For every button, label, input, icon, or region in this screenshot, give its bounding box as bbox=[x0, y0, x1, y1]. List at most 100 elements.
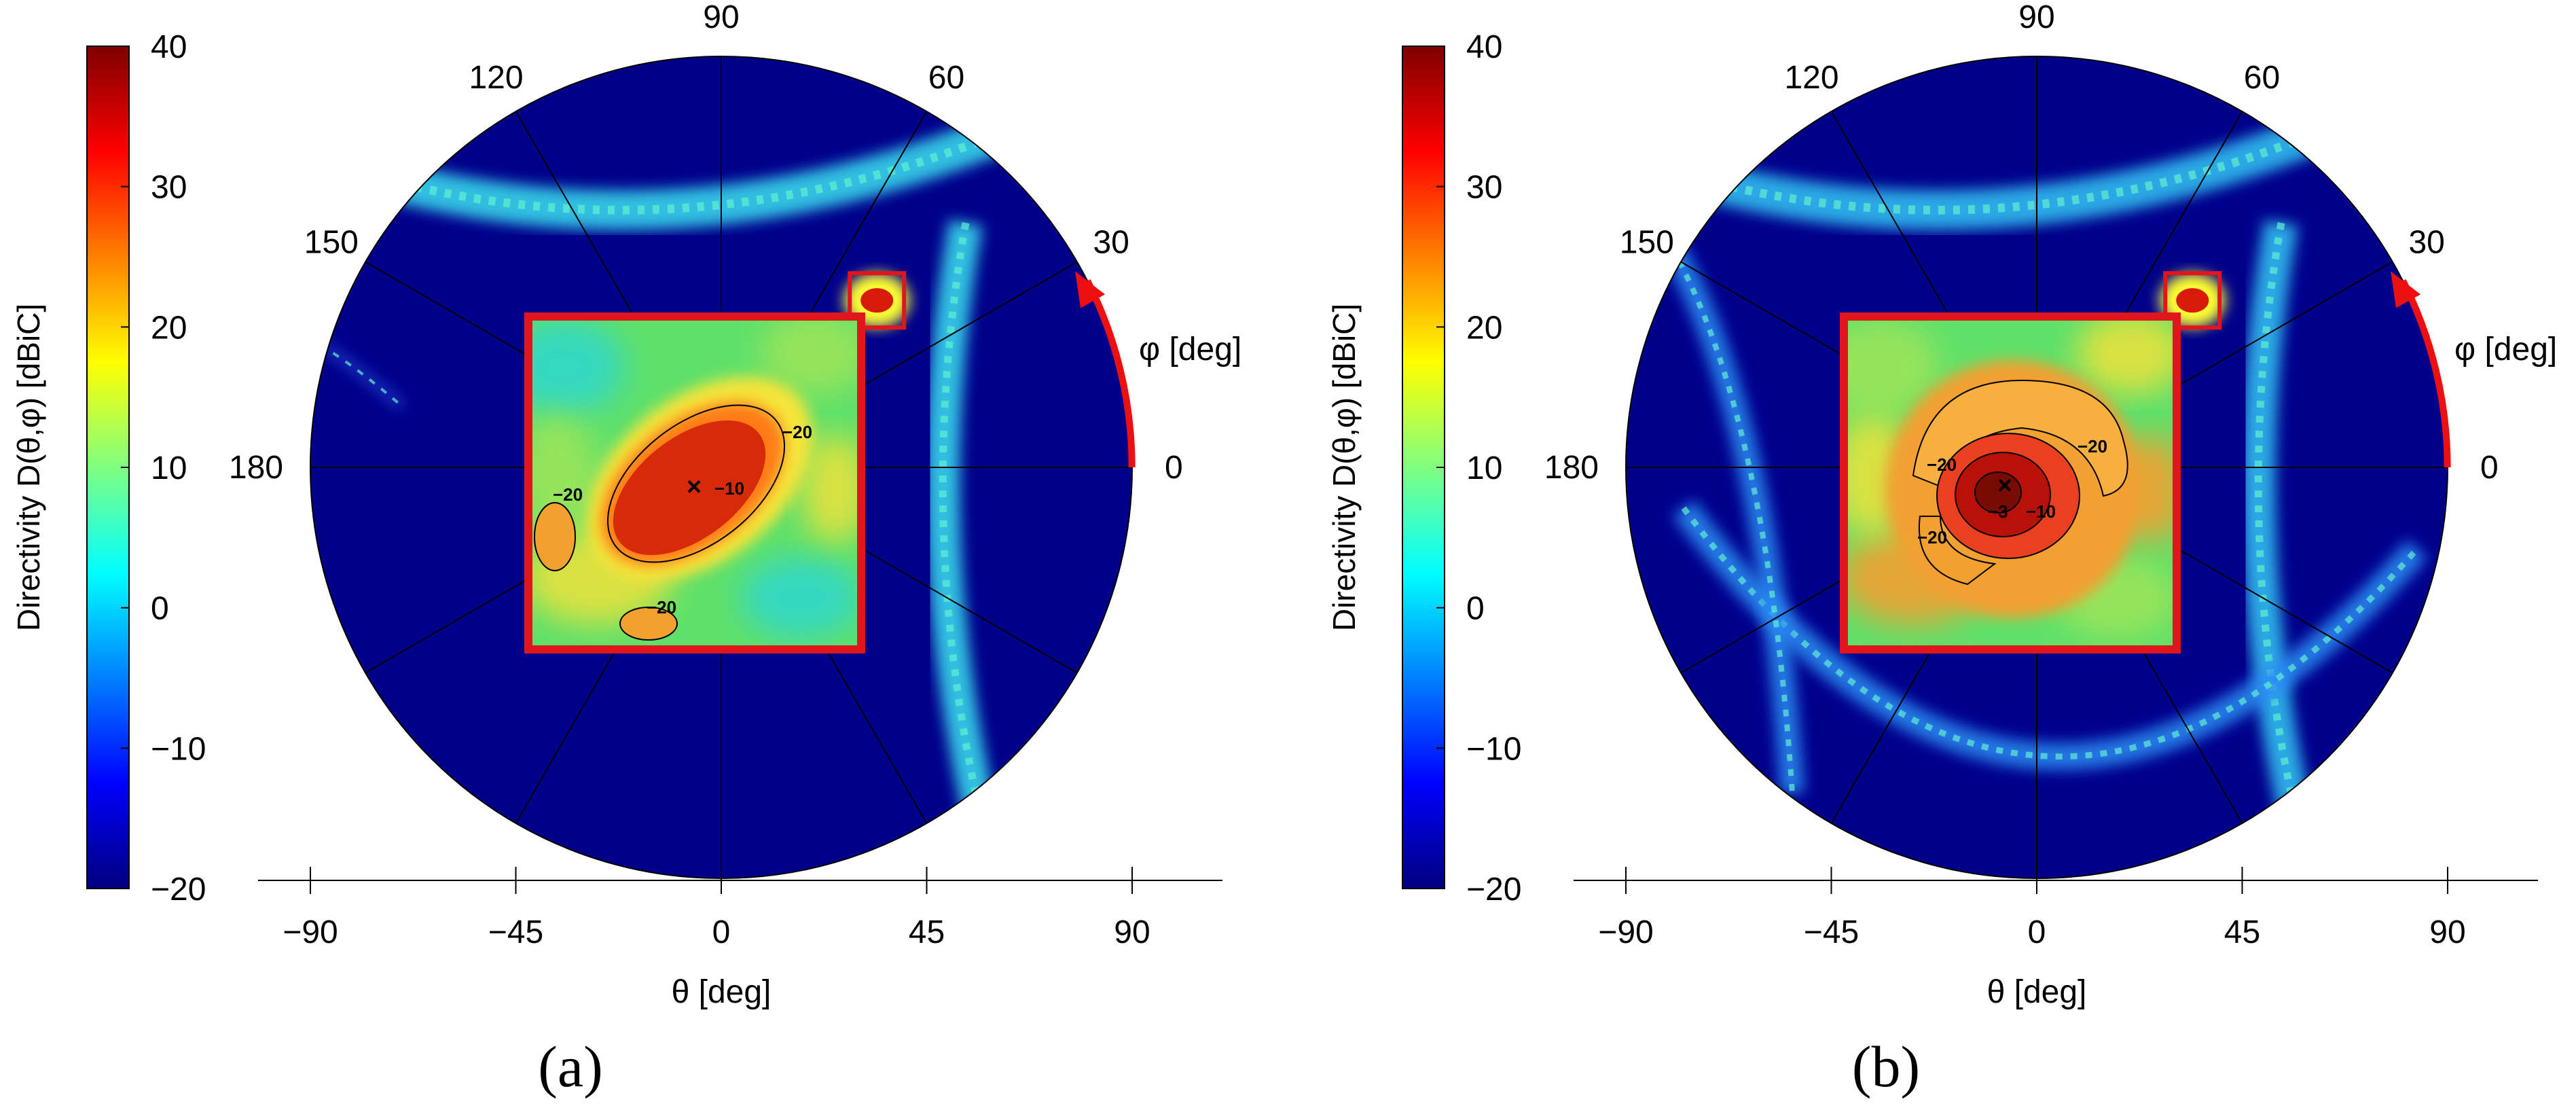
angle-tick-180: 180 bbox=[229, 450, 283, 486]
angle-tick-120: 120 bbox=[469, 60, 523, 96]
phi-arrow bbox=[1075, 271, 1136, 468]
inset-blob bbox=[801, 435, 861, 543]
angle-tick-150: 150 bbox=[1620, 225, 1674, 261]
colorbar-tick-label: −20 bbox=[151, 872, 206, 908]
band-ripple-arc-right bbox=[2254, 222, 2326, 878]
panel-label-text-b: (b) bbox=[1851, 1034, 1921, 1099]
main-beam-core bbox=[2176, 288, 2209, 313]
band-ripple-arc-right bbox=[939, 222, 1011, 878]
angle-tick-180: 180 bbox=[1544, 450, 1599, 486]
theta-tick-label: −45 bbox=[488, 914, 543, 950]
main-beam-box bbox=[848, 271, 907, 330]
contour-label: −20 bbox=[1927, 454, 1957, 475]
theta-tick-label: 0 bbox=[2028, 914, 2046, 950]
panel-label-b: (b) bbox=[1818, 1033, 1954, 1100]
contour-line bbox=[1974, 471, 2022, 514]
main-beam-core bbox=[860, 288, 894, 313]
figure-panel-a: 40 30 20 10 0 −10 −20 Directivity D(θ,φ) [dBiC]… bbox=[11, 0, 1241, 1100]
inset-blob bbox=[2076, 317, 2177, 394]
contour-label: −20 bbox=[647, 597, 676, 617]
theta-tick-label: 45 bbox=[2224, 914, 2260, 950]
theta-tick-label: 45 bbox=[909, 914, 945, 950]
inset-frame bbox=[524, 312, 865, 654]
phi-arrow-head bbox=[2391, 271, 2421, 308]
beam-marker: × bbox=[687, 473, 702, 501]
phi-axis-label: φ [deg] bbox=[2454, 332, 2557, 368]
colorbar-tick-label: 10 bbox=[151, 450, 187, 486]
phi-arrow bbox=[2391, 271, 2451, 468]
theta-axis: −90 −45 0 45 90 θ [deg] bbox=[258, 867, 1222, 1010]
colorbar-axis-label: Directivity D(θ,φ) [dBiC] bbox=[11, 304, 46, 631]
phi-arrow-head bbox=[1075, 271, 1106, 308]
theta-axis-label: θ [deg] bbox=[672, 974, 772, 1010]
angle-tick-0: 0 bbox=[2480, 450, 2499, 486]
colorbar-tick-label: 20 bbox=[1466, 310, 1502, 346]
theta-tick-label: 0 bbox=[712, 914, 731, 950]
phi-axis-label: φ [deg] bbox=[1139, 332, 1241, 368]
colorbar-tick-label: 40 bbox=[151, 29, 187, 65]
contour-label: −20 bbox=[553, 484, 583, 505]
main-beam-box bbox=[2163, 271, 2222, 330]
colorbar: 40 30 20 10 0 −10 −20 Directivity D(θ,φ) [dBiC] bbox=[11, 29, 206, 908]
inset-frame bbox=[1840, 312, 2181, 654]
inset-blob bbox=[528, 319, 625, 414]
inset-zoom: −20 −10 −20 −20 × bbox=[528, 317, 861, 649]
beam-marker: × bbox=[1997, 471, 2012, 500]
colorbar-tick-label: 40 bbox=[1466, 29, 1502, 65]
colorbar-tick-label: 0 bbox=[1466, 591, 1485, 627]
theta-tick-label: 90 bbox=[1114, 914, 1150, 950]
angle-tick-120: 120 bbox=[1784, 60, 1838, 96]
colorbar-axis-label: Directivity D(θ,φ) [dBiC] bbox=[1326, 304, 1362, 631]
inset-blob bbox=[1844, 319, 1940, 414]
contour-line bbox=[619, 607, 678, 641]
angle-tick-30: 30 bbox=[1093, 225, 1129, 261]
inset-blob bbox=[740, 557, 861, 639]
colorbar-tick-label: 30 bbox=[151, 170, 187, 206]
contour-label: −20 bbox=[782, 422, 812, 442]
contour-label: −20 bbox=[1917, 527, 1947, 548]
colorbar-tick-label: −20 bbox=[1466, 872, 1521, 908]
angle-tick-60: 60 bbox=[2244, 60, 2280, 96]
contour-line bbox=[606, 404, 786, 563]
contour-line bbox=[1918, 516, 1997, 586]
phi-arrow-arc bbox=[1084, 279, 1136, 468]
angle-tick-150: 150 bbox=[304, 225, 359, 261]
angle-tick-30: 30 bbox=[2408, 225, 2444, 261]
theta-axis-label: θ [deg] bbox=[1987, 974, 2087, 1010]
polar-heatmap-b: 40 30 20 10 0 −10 −20 Directivity D(θ,φ) [dBiC]… bbox=[1326, 0, 2557, 1010]
panel-label-a: (a) bbox=[503, 1033, 638, 1100]
angle-labels: 0 30 60 90 120 150 180 bbox=[1544, 0, 2499, 486]
angle-tick-60: 60 bbox=[928, 60, 964, 96]
inset-zoom: −20 −20 −3 −10 −20 × bbox=[1844, 317, 2177, 649]
theta-tick-label: −90 bbox=[283, 914, 338, 950]
contour-label: −10 bbox=[714, 478, 744, 499]
figure-panel-b: 40 30 20 10 0 −10 −20 Directivity D(θ,φ) [dBiC]… bbox=[1316, 0, 2576, 1110]
colorbar: 40 30 20 10 0 −10 −20 Directivity D(θ,φ) [dBiC] bbox=[1326, 29, 1521, 908]
theta-tick-label: 90 bbox=[2429, 914, 2465, 950]
contour-line bbox=[1912, 379, 2128, 497]
polar-heatmap-a: 40 30 20 10 0 −10 −20 Directivity D(θ,φ) [dBiC]… bbox=[11, 0, 1241, 1010]
theta-tick-label: −90 bbox=[1598, 914, 1653, 950]
theta-tick-label: −45 bbox=[1804, 914, 1859, 950]
colorbar-tick-label: 0 bbox=[151, 591, 169, 627]
contour-line bbox=[534, 502, 576, 571]
contour-label: −20 bbox=[2078, 436, 2107, 456]
band-ripple-arc-left-faint bbox=[319, 344, 403, 408]
angle-labels: 0 30 60 90 120 150 180 bbox=[229, 0, 1183, 486]
phi-arrow-arc bbox=[2399, 279, 2451, 468]
colorbar-tick-label: 20 bbox=[151, 310, 187, 346]
angle-tick-90: 90 bbox=[703, 0, 739, 35]
colorbar-tick-label: −10 bbox=[151, 731, 206, 767]
contour-label: −3 bbox=[1988, 501, 2008, 522]
colorbar-tick-label: 30 bbox=[1466, 170, 1502, 206]
angle-tick-0: 0 bbox=[1165, 450, 1183, 486]
inset-lobe-core bbox=[613, 420, 766, 556]
colorbar-tick-label: 10 bbox=[1466, 450, 1502, 486]
band-ripple-ring-bottom bbox=[1681, 506, 2420, 759]
band-ripple-arc-left bbox=[1654, 221, 1795, 794]
panel-label-text-a: (a) bbox=[538, 1034, 603, 1099]
inset-blob bbox=[761, 317, 861, 394]
colorbar-tick-label: −10 bbox=[1466, 731, 1521, 767]
theta-axis: −90 −45 0 45 90 θ [deg] bbox=[1574, 867, 2538, 1010]
angle-tick-90: 90 bbox=[2018, 0, 2054, 35]
